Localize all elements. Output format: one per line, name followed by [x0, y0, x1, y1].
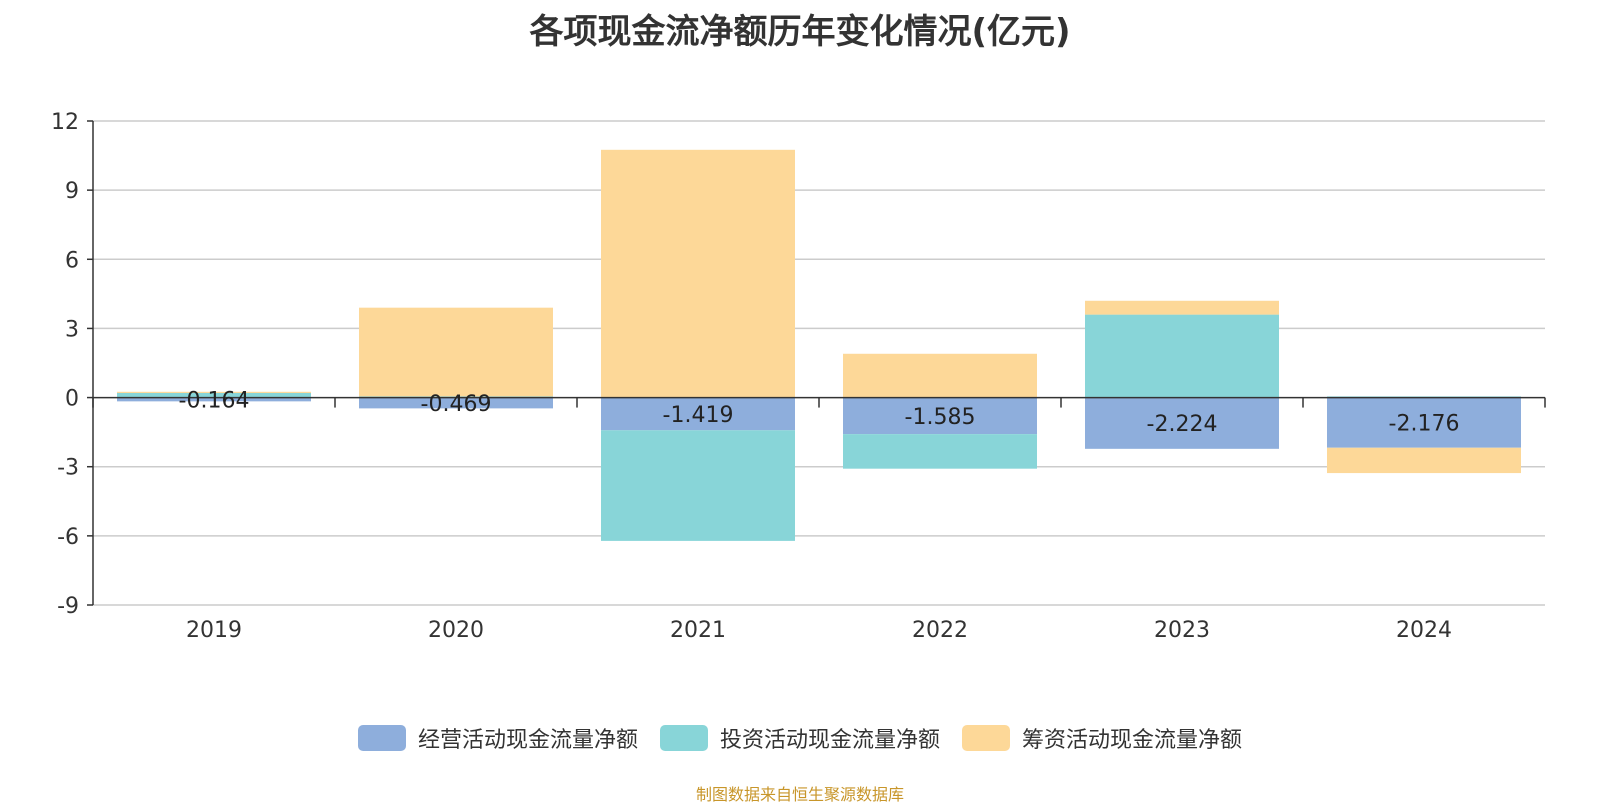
- x-tick-label: 2024: [1396, 618, 1452, 643]
- bar-financing: [117, 391, 311, 393]
- x-tick-label: 2023: [1154, 618, 1210, 643]
- data-label: -1.419: [663, 403, 734, 428]
- bar-investing: [117, 392, 311, 398]
- legend-item-financing[interactable]: 筹资活动现金流量净额: [962, 722, 1242, 754]
- y-tick-label: 9: [65, 179, 79, 204]
- y-tick-label: 0: [65, 387, 79, 412]
- legend-swatch-financing: [962, 725, 1010, 751]
- legend-item-operating[interactable]: 经营活动现金流量净额: [357, 722, 638, 754]
- bar-operating: [1085, 397, 1279, 449]
- legend-swatch-operating: [357, 725, 406, 751]
- bar-operating: [117, 397, 311, 402]
- legend-swatch-investing: [659, 725, 708, 751]
- bar-operating: [601, 397, 795, 431]
- bar-operating: [1327, 397, 1521, 448]
- x-tick-label: 2021: [670, 618, 726, 643]
- data-label: -0.469: [421, 392, 492, 417]
- y-tick-label: -3: [57, 456, 79, 481]
- bar-financing: [1085, 300, 1279, 315]
- legend-label-investing: 投资活动现金流量净额: [719, 728, 940, 753]
- y-tick-label: 6: [65, 248, 79, 273]
- legend-label-operating: 经营活动现金流量净额: [417, 728, 638, 753]
- data-label: -2.176: [1389, 412, 1460, 437]
- y-tick-label: -6: [57, 525, 79, 550]
- bar-financing: [843, 353, 1037, 398]
- data-label: -1.585: [905, 405, 976, 430]
- data-label: -0.164: [179, 388, 250, 413]
- bar-operating: [359, 397, 553, 409]
- bar-financing: [601, 149, 795, 398]
- y-tick-label: -9: [57, 594, 79, 619]
- data-label: -2.224: [1147, 412, 1218, 437]
- y-tick-label: 3: [65, 317, 79, 342]
- source-note: 制图数据来自恒生聚源数据库: [695, 785, 904, 804]
- bar-financing: [1327, 447, 1521, 474]
- bar-investing: [601, 430, 795, 541]
- bar-financing: [359, 307, 553, 397]
- x-tick-label: 2022: [912, 618, 968, 643]
- chart-title: 各项现金流净额历年变化情况(亿元): [529, 12, 1071, 52]
- y-tick-label: 12: [51, 110, 79, 135]
- legend-label-financing: 筹资活动现金流量净额: [1022, 728, 1243, 753]
- legend: 经营活动现金流量净额 投资活动现金流量净额 筹资活动现金流量净额: [0, 722, 1600, 754]
- x-tick-label: 2019: [186, 618, 242, 643]
- bar-operating: [843, 397, 1037, 435]
- bar-investing: [843, 434, 1037, 469]
- legend-item-investing[interactable]: 投资活动现金流量净额: [659, 722, 940, 754]
- bar-investing: [1085, 314, 1279, 398]
- x-tick-label: 2020: [428, 618, 484, 643]
